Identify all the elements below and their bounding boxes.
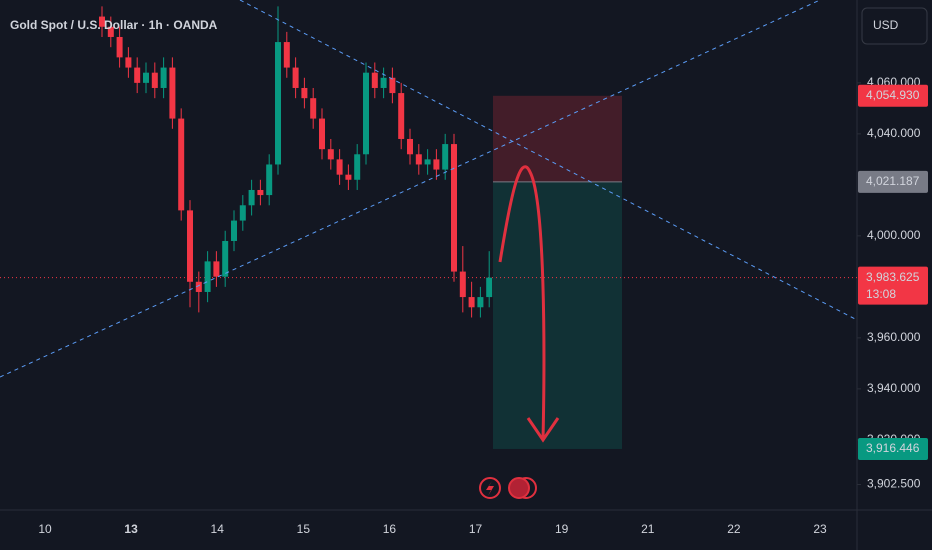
candle-body — [336, 159, 343, 175]
x-tick-label: 14 — [211, 522, 225, 536]
candle-body — [345, 174, 352, 180]
candle-body — [319, 118, 325, 150]
x-tick-label: 23 — [813, 522, 827, 536]
x-tick-label: 21 — [641, 522, 655, 536]
candle-body — [187, 210, 193, 282]
candle-body — [204, 261, 211, 292]
candle-body — [239, 205, 246, 221]
currency-label[interactable]: USD — [873, 18, 899, 32]
price-tag-label: 4,021.187 — [866, 174, 920, 188]
candle-body — [178, 118, 185, 211]
candle-body — [354, 154, 361, 180]
candle-body — [222, 240, 229, 277]
event-icon-flag[interactable] — [508, 477, 530, 499]
candle-body — [283, 42, 290, 68]
candle-body — [195, 281, 202, 292]
x-tick-label: 13 — [124, 522, 138, 536]
candle-body — [107, 26, 114, 37]
candle-body — [275, 42, 281, 165]
countdown: 13:08 — [866, 287, 896, 301]
candle-body — [160, 67, 167, 88]
candle-body — [310, 98, 317, 119]
event-icon[interactable] — [479, 477, 501, 499]
y-tick-label: 3,902.500 — [867, 477, 921, 491]
candle-body — [134, 67, 141, 83]
price-tag — [858, 84, 928, 107]
price-tag-label: 3,916.446 — [866, 441, 920, 455]
price-tag — [858, 437, 928, 460]
trendline — [239, 0, 858, 321]
candle-body — [257, 189, 264, 196]
y-tick-label: 3,940.000 — [867, 381, 921, 395]
x-tick-label: 15 — [297, 522, 311, 536]
candle-body — [213, 261, 220, 277]
candle-body — [380, 77, 387, 88]
candle-body — [433, 159, 440, 170]
plot-area — [0, 6, 857, 449]
candle-body — [143, 72, 149, 83]
candle-body — [442, 144, 449, 170]
candle-body — [301, 87, 308, 99]
candle-body — [424, 159, 431, 165]
candle-body — [371, 72, 378, 88]
y-tick-label: 4,000.000 — [867, 228, 921, 242]
forecast-arrow — [498, 165, 546, 441]
candle-body — [327, 149, 334, 160]
price-tag-label: 4,054.930 — [866, 88, 920, 102]
candle-body — [151, 72, 158, 88]
candle-body — [407, 138, 413, 155]
price-tag — [858, 170, 928, 193]
candle-body — [389, 77, 396, 94]
x-tick-label: 22 — [727, 522, 741, 536]
candle-body — [99, 16, 105, 27]
candle-body — [477, 297, 484, 308]
candle-body — [231, 220, 237, 241]
trendline — [0, 0, 821, 378]
x-tick-label: 17 — [469, 522, 483, 536]
candle-body — [415, 154, 422, 165]
target-zone — [493, 181, 622, 449]
candle-body — [398, 93, 405, 139]
chart-title: Gold Spot / U.S. Dollar · 1h · OANDA — [10, 18, 218, 32]
candle-body — [363, 72, 369, 155]
x-tick-label: 19 — [555, 522, 569, 536]
y-tick-label: 4,040.000 — [867, 126, 921, 140]
x-tick-label: 10 — [38, 522, 52, 536]
candle-body — [248, 189, 255, 206]
candle-body — [451, 144, 457, 272]
event-icon-bolt — [486, 481, 494, 496]
event-icons[interactable] — [479, 477, 537, 499]
candle-body — [292, 67, 299, 88]
candle-body — [125, 57, 132, 68]
candle-body — [116, 36, 123, 58]
y-tick-label: 3,960.000 — [867, 330, 921, 344]
stop-zone — [493, 95, 622, 182]
candle-body — [266, 164, 273, 196]
candle-body — [169, 67, 176, 119]
currency-button[interactable] — [861, 7, 928, 45]
price-tag-label: 3,983.625 — [866, 270, 920, 284]
x-tick-label: 16 — [383, 522, 397, 536]
forecast-arrowhead — [526, 417, 560, 443]
price-tag — [858, 266, 928, 305]
candle-body — [459, 271, 466, 298]
candle-body — [486, 277, 493, 298]
candle-body — [468, 297, 475, 308]
